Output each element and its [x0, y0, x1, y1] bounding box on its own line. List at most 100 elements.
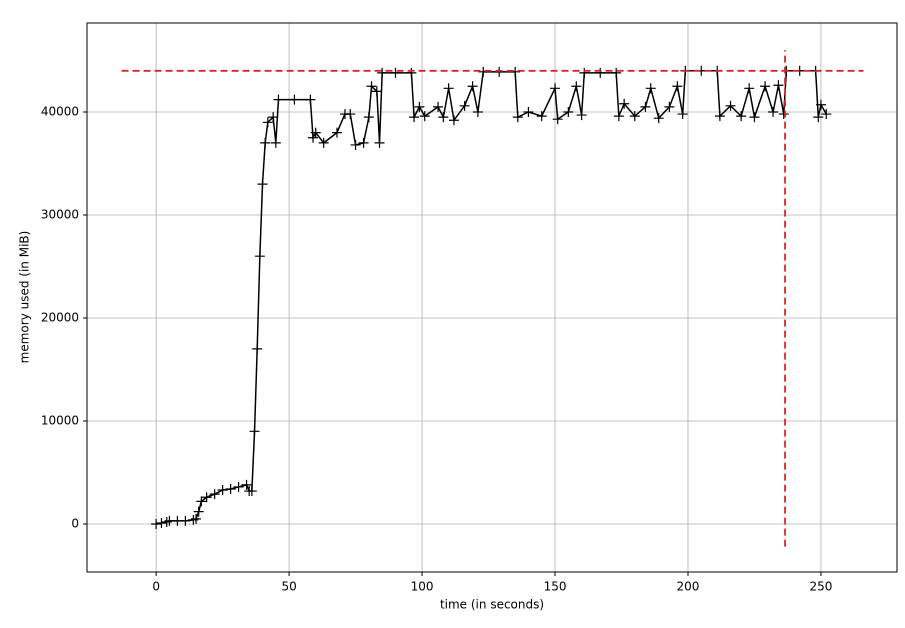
- data-marker: [268, 112, 279, 123]
- data-marker: [571, 81, 582, 92]
- data-marker: [161, 516, 172, 527]
- x-axis-label: time (in seconds): [440, 598, 544, 612]
- data-marker: [443, 83, 454, 94]
- data-marker: [249, 426, 260, 437]
- x-tick-label: 0: [152, 580, 160, 594]
- data-marker: [270, 137, 281, 148]
- data-marker: [773, 80, 784, 91]
- data-marker: [813, 112, 824, 123]
- data-marker: [536, 111, 547, 122]
- data-marker: [273, 94, 284, 105]
- data-marker: [619, 98, 630, 109]
- data-marker: [467, 81, 478, 92]
- data-marker: [419, 111, 430, 122]
- data-marker: [366, 81, 377, 92]
- data-marker: [448, 115, 459, 126]
- data-marker: [563, 106, 574, 117]
- data-marker: [241, 479, 252, 490]
- data-marker: [640, 101, 651, 112]
- data-marker: [815, 99, 826, 110]
- data-marker: [201, 492, 212, 503]
- data-marker: [217, 485, 228, 496]
- data-marker: [254, 251, 265, 262]
- data-marker: [611, 67, 622, 78]
- data-marker: [233, 481, 244, 492]
- data-marker: [576, 110, 587, 121]
- x-tick-label: 250: [809, 580, 832, 594]
- x-tick-label: 200: [677, 580, 700, 594]
- data-marker: [260, 137, 271, 148]
- data-marker: [664, 101, 675, 112]
- data-marker: [438, 112, 449, 123]
- data-marker: [523, 106, 534, 117]
- data-marker: [308, 132, 319, 143]
- data-marker: [345, 109, 356, 120]
- data-marker: [310, 127, 321, 138]
- data-marker: [414, 101, 425, 112]
- data-marker: [318, 137, 329, 148]
- data-marker: [736, 111, 747, 122]
- x-tick-label: 100: [411, 580, 434, 594]
- data-marker: [645, 83, 656, 94]
- data-marker: [629, 111, 640, 122]
- data-marker: [151, 519, 162, 530]
- data-marker: [180, 515, 191, 526]
- data-marker: [677, 109, 688, 120]
- data-marker: [778, 109, 789, 120]
- y-tick-label: 40000: [41, 104, 79, 118]
- data-marker: [613, 111, 624, 122]
- y-tick-label: 20000: [41, 310, 79, 324]
- data-marker: [374, 137, 385, 148]
- y-tick-label: 10000: [41, 413, 79, 427]
- y-tick-label: 30000: [41, 207, 79, 221]
- data-marker: [193, 506, 204, 517]
- data-marker: [156, 517, 167, 528]
- data-marker: [257, 179, 268, 190]
- data-marker: [406, 67, 417, 78]
- data-marker: [390, 67, 401, 78]
- data-marker: [510, 66, 521, 77]
- data-marker: [246, 486, 257, 497]
- data-marker: [550, 83, 561, 94]
- data-marker: [371, 86, 382, 97]
- data-marker: [262, 117, 273, 128]
- data-marker: [196, 496, 207, 507]
- data-marker: [331, 127, 342, 138]
- data-marker: [350, 139, 361, 150]
- data-marker: [494, 66, 505, 77]
- data-marker: [459, 100, 470, 111]
- data-marker: [552, 114, 563, 125]
- data-marker: [821, 109, 832, 120]
- y-axis-label: memory used (in MiB): [18, 231, 32, 364]
- data-marker: [714, 111, 725, 122]
- y-tick-label: 0: [71, 517, 79, 531]
- data-marker: [653, 113, 664, 124]
- data-marker: [252, 343, 263, 354]
- data-marker: [725, 100, 736, 111]
- data-marker: [409, 112, 420, 123]
- data-marker: [512, 112, 523, 123]
- data-marker: [209, 489, 220, 500]
- data-marker: [358, 137, 369, 148]
- data-marker: [744, 83, 755, 94]
- data-marker: [472, 106, 483, 117]
- data-line: [155, 70, 827, 525]
- data-marker: [478, 66, 489, 77]
- data-marker: [363, 112, 374, 123]
- data-marker: [289, 94, 300, 105]
- data-marker: [191, 513, 202, 524]
- data-marker: [377, 67, 388, 78]
- x-tick-label: 150: [544, 580, 567, 594]
- data-marker: [749, 112, 760, 123]
- x-tick-label: 50: [281, 580, 296, 594]
- plot-frame: [86, 22, 898, 573]
- data-marker: [768, 106, 779, 117]
- data-marker: [760, 81, 771, 92]
- data-marker: [595, 67, 606, 78]
- data-marker: [188, 514, 199, 525]
- data-marker: [579, 67, 590, 78]
- data-marker: [433, 101, 444, 112]
- data-marker: [305, 94, 316, 105]
- data-marker: [672, 81, 683, 92]
